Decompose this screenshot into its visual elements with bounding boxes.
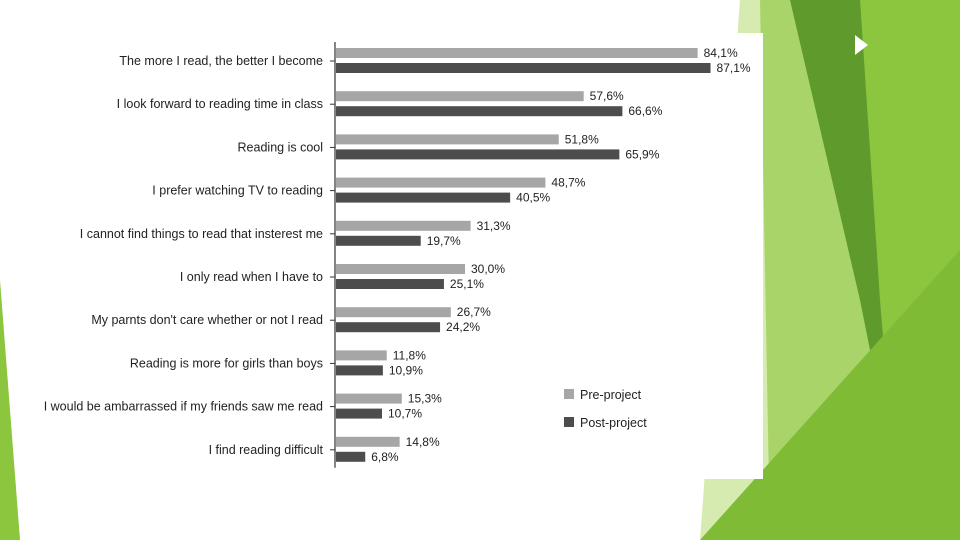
legend-swatch-post-project — [564, 417, 574, 427]
post-project-bar — [336, 279, 444, 289]
pre-project-bar — [336, 307, 451, 318]
legend-label-post-project: Post-project — [580, 416, 647, 430]
bar-chart: The more I read, the better I become 84,1… — [44, 42, 751, 468]
post-project-bar — [336, 365, 383, 376]
post-project-value-label: 40,5% — [516, 191, 550, 205]
category-label: My parnts don't care whether or not I re… — [91, 313, 323, 327]
category-label: I would be ambarrassed if my friends saw… — [44, 400, 323, 414]
category-label: Reading is cool — [238, 140, 323, 154]
post-project-bar — [336, 235, 421, 246]
category-label: The more I read, the better I become — [119, 54, 323, 68]
post-project-value-label: 24,2% — [446, 320, 480, 334]
pre-project-bar — [336, 350, 387, 361]
pre-project-bar — [336, 134, 559, 145]
pre-project-bar — [336, 48, 698, 58]
pre-project-value-label: 57,6% — [590, 89, 624, 103]
pre-project-bar — [336, 220, 471, 231]
pre-project-value-label: 30,0% — [471, 262, 505, 276]
pre-project-value-label: 14,8% — [406, 435, 440, 449]
pre-project-value-label: 48,7% — [551, 176, 585, 190]
category-label: Reading is more for girls than boys — [130, 356, 323, 370]
pre-project-value-label: 11,8% — [393, 348, 426, 362]
category-label: I look forward to reading time in class — [117, 97, 323, 111]
post-project-value-label: 6,8% — [371, 450, 399, 464]
pre-project-value-label: 84,1% — [704, 46, 738, 60]
pre-project-bar — [336, 436, 400, 447]
pre-project-bar — [336, 177, 546, 188]
pre-project-value-label: 15,3% — [408, 392, 442, 406]
category-label: I cannot find things to read that inster… — [80, 227, 323, 241]
pre-project-value-label: 51,8% — [565, 132, 599, 146]
post-project-bar — [336, 322, 441, 333]
category-label: I only read when I have to — [180, 270, 323, 284]
pre-project-bar — [336, 91, 584, 102]
post-project-value-label: 25,1% — [450, 277, 484, 291]
pre-project-value-label: 31,3% — [477, 219, 511, 233]
bg-stripe-low — [700, 250, 960, 540]
post-project-value-label: 10,7% — [388, 407, 422, 421]
category-label: I find reading difficult — [209, 443, 324, 457]
bg-left-sliver — [0, 280, 20, 540]
post-project-bar — [336, 192, 511, 203]
post-project-bar — [336, 63, 711, 73]
post-project-bar — [336, 149, 620, 160]
post-project-bar — [336, 408, 383, 419]
post-project-value-label: 10,9% — [389, 363, 423, 377]
post-project-value-label: 65,9% — [625, 147, 659, 161]
legend-label-pre-project: Pre-project — [580, 388, 642, 402]
post-project-value-label: 66,6% — [628, 104, 662, 118]
chart-panel: The more I read, the better I become 84,1… — [16, 33, 763, 479]
post-project-value-label: 19,7% — [427, 234, 461, 248]
bg-arrow-marker — [855, 35, 868, 55]
pre-project-bar — [336, 393, 402, 404]
legend-swatch-pre-project — [564, 389, 574, 399]
pre-project-value-label: 26,7% — [457, 305, 491, 319]
pre-project-bar — [336, 264, 465, 274]
category-label: I prefer watching TV to reading — [152, 184, 323, 198]
post-project-value-label: 87,1% — [717, 61, 751, 75]
post-project-bar — [336, 106, 623, 117]
post-project-bar — [336, 451, 366, 462]
